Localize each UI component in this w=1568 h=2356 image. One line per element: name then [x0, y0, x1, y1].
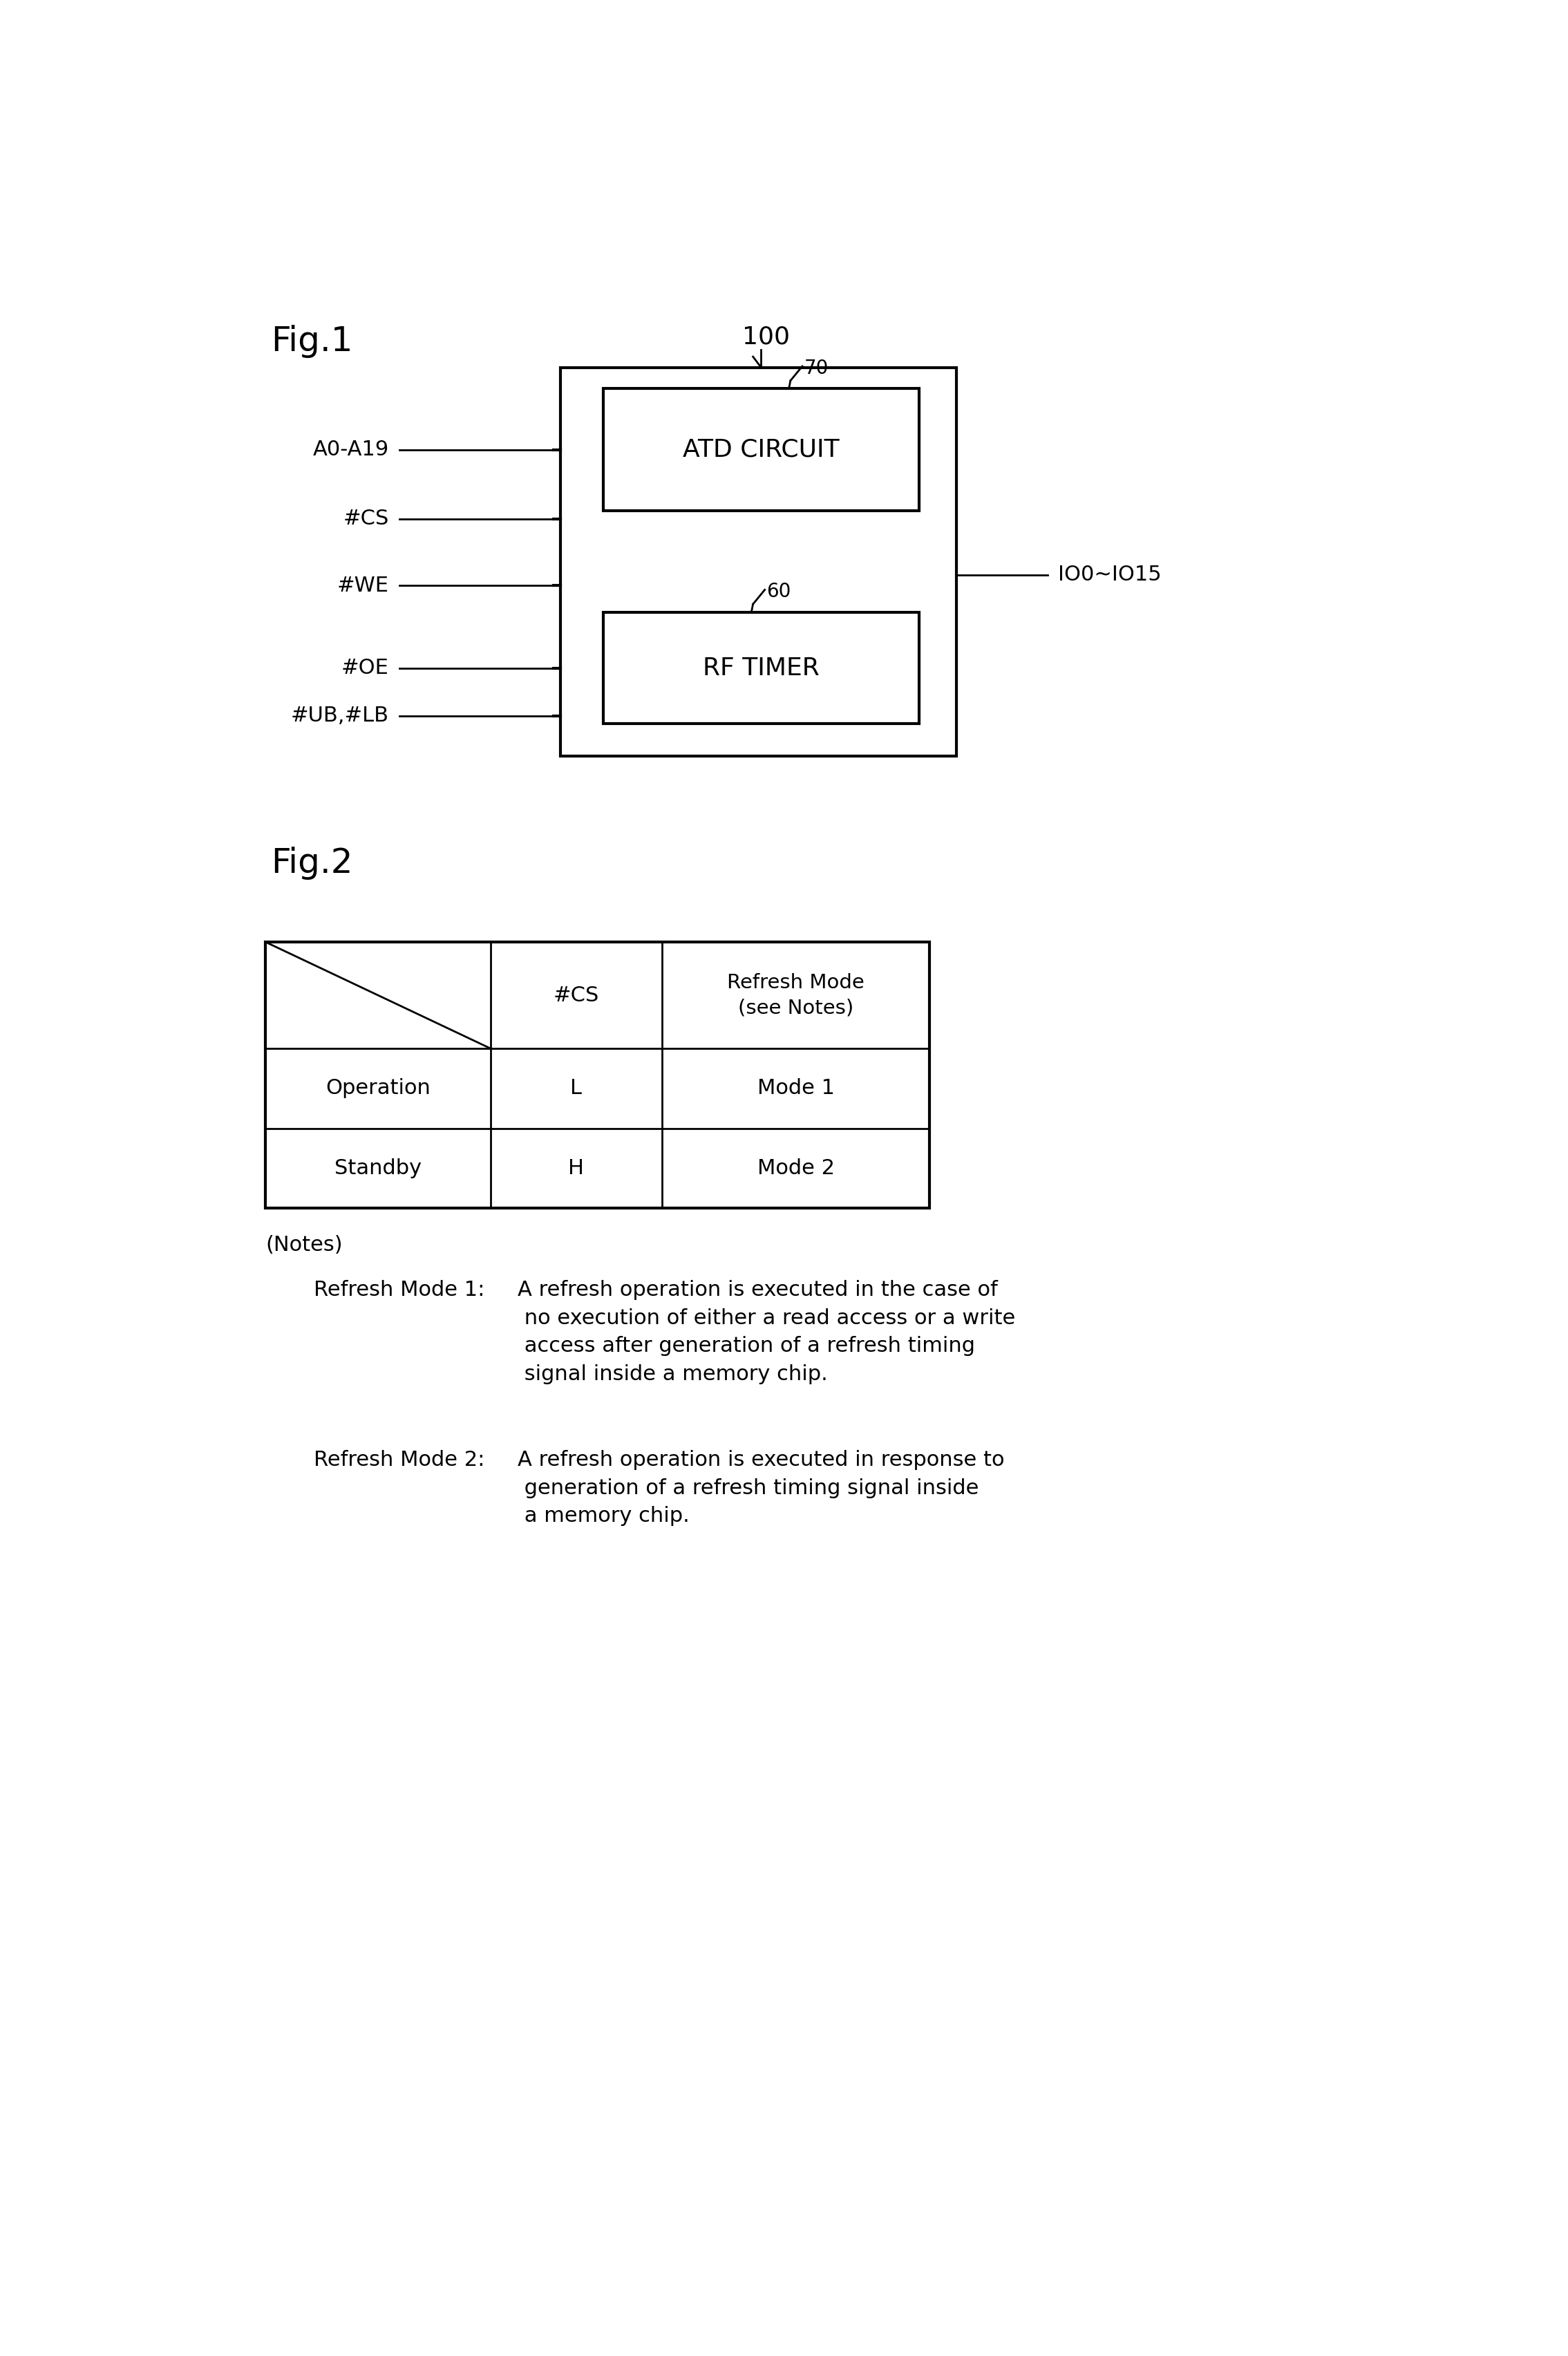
Text: Refresh Mode
(see Notes): Refresh Mode (see Notes) — [728, 973, 864, 1018]
Text: IO0∼IO15: IO0∼IO15 — [1058, 565, 1162, 584]
Text: Refresh Mode 1:: Refresh Mode 1: — [314, 1279, 485, 1301]
Text: H: H — [568, 1159, 585, 1178]
Text: 60: 60 — [767, 582, 790, 601]
Text: A0-A19: A0-A19 — [312, 441, 389, 459]
Text: #UB,#LB: #UB,#LB — [290, 707, 389, 726]
Text: L: L — [571, 1079, 582, 1098]
Text: 70: 70 — [804, 358, 828, 377]
Text: Mode 1: Mode 1 — [757, 1079, 834, 1098]
Text: Refresh Mode 2:: Refresh Mode 2: — [314, 1451, 485, 1470]
Text: Mode 2: Mode 2 — [757, 1159, 834, 1178]
Text: #CS: #CS — [343, 509, 389, 530]
Bar — [265, 942, 930, 1209]
Bar — [604, 389, 919, 511]
Text: #WE: #WE — [337, 575, 389, 596]
Text: #OE: #OE — [342, 657, 389, 679]
Text: (Notes): (Notes) — [265, 1235, 343, 1256]
Text: A refresh operation is executed in response to
 generation of a refresh timing s: A refresh operation is executed in respo… — [517, 1451, 1004, 1527]
Text: Fig.2: Fig.2 — [271, 846, 353, 879]
Text: Operation: Operation — [326, 1079, 431, 1098]
Text: A refresh operation is executed in the case of
 no execution of either a read ac: A refresh operation is executed in the c… — [517, 1279, 1014, 1383]
Text: Fig.1: Fig.1 — [271, 325, 353, 358]
Bar — [604, 613, 919, 723]
Text: ATD CIRCUIT: ATD CIRCUIT — [682, 438, 839, 462]
Bar — [560, 368, 956, 756]
Text: RF TIMER: RF TIMER — [702, 657, 820, 681]
Text: 100: 100 — [742, 325, 790, 349]
Text: Standby: Standby — [334, 1159, 422, 1178]
Text: #CS: #CS — [554, 985, 599, 1006]
